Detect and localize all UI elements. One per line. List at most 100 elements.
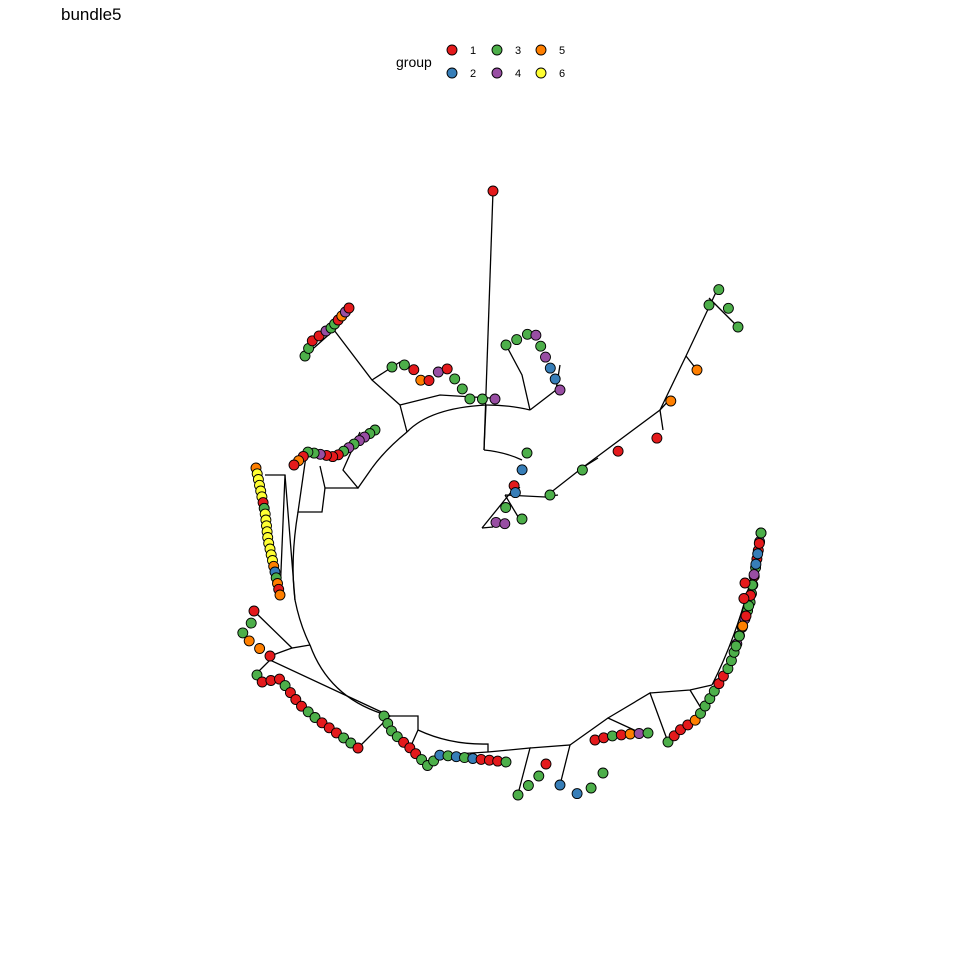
legend-title: group xyxy=(396,54,432,70)
tree-branch xyxy=(483,404,487,451)
tip-point-group-2 xyxy=(554,779,566,791)
tip-point-group-2 xyxy=(509,487,521,499)
legend-label-1: 1 xyxy=(470,45,476,57)
tip-point-group-3 xyxy=(732,321,744,333)
tip-point-group-3 xyxy=(576,464,588,476)
tree-branch xyxy=(254,659,391,717)
tip-point-group-3 xyxy=(516,513,528,525)
legend: group 1 2 3 4 5 6 xyxy=(396,44,565,80)
tip-point-group-1 xyxy=(264,650,276,662)
legend-label-2: 2 xyxy=(470,68,476,80)
tree-branch xyxy=(504,494,521,521)
tip-point-group-3 xyxy=(449,373,461,385)
tree-branch xyxy=(504,457,599,498)
legend-label-6: 6 xyxy=(559,68,565,80)
tip-point-group-5 xyxy=(243,635,255,647)
legend-label-4: 4 xyxy=(515,68,521,80)
tip-point-group-3 xyxy=(500,756,512,768)
tip-point-group-1 xyxy=(612,445,624,457)
tip-point-group-5 xyxy=(274,589,286,601)
tree-branch xyxy=(297,455,326,513)
tree-branch xyxy=(481,526,494,529)
tip-point-group-1 xyxy=(408,364,420,376)
tip-point-group-1 xyxy=(352,742,364,754)
tip-point-group-3 xyxy=(713,284,725,296)
tip-point-group-5 xyxy=(254,643,266,654)
tip-point-group-3 xyxy=(476,393,488,405)
legend-key-1 xyxy=(446,44,458,56)
tip-point-group-3 xyxy=(730,640,742,652)
tip-point-group-3 xyxy=(533,770,545,782)
legend-key-2 xyxy=(446,67,458,79)
tip-point-group-3 xyxy=(703,299,715,311)
tip-point-group-3 xyxy=(512,789,524,801)
tip-point-group-3 xyxy=(245,617,257,629)
tip-point-group-1 xyxy=(441,363,453,375)
tip-point-group-2 xyxy=(544,362,556,374)
tip-point-group-3 xyxy=(464,393,476,405)
tree-branch xyxy=(309,644,391,717)
tree-tips xyxy=(237,185,767,801)
tip-point-group-5 xyxy=(665,395,677,407)
legend-key-6 xyxy=(535,67,547,79)
tip-point-group-3 xyxy=(733,630,745,642)
tip-point-group-2 xyxy=(750,558,762,570)
tip-point-group-3 xyxy=(456,383,468,395)
tip-point-group-3 xyxy=(755,527,767,539)
tip-point-group-5 xyxy=(737,620,749,632)
plot-title: bundle5 xyxy=(61,5,122,24)
tip-point-group-3 xyxy=(511,334,523,346)
tree-branch xyxy=(294,599,311,646)
tip-point-group-1 xyxy=(753,537,765,549)
legend-label-5: 5 xyxy=(559,45,565,57)
tree-branches xyxy=(254,190,762,795)
tip-point-group-3 xyxy=(585,782,597,794)
tip-point-group-3 xyxy=(500,339,512,351)
tip-point-group-3 xyxy=(606,730,618,742)
tree-branch xyxy=(254,611,311,649)
tip-point-group-1 xyxy=(615,729,627,741)
legend-key-5 xyxy=(535,44,547,56)
tree-branch xyxy=(649,684,713,694)
tip-point-group-1 xyxy=(740,610,752,622)
tree-branch xyxy=(659,409,664,431)
tree-branch xyxy=(581,396,673,469)
tip-point-group-1 xyxy=(423,375,435,386)
tip-point-group-3 xyxy=(722,302,734,314)
tip-point-group-3 xyxy=(522,780,534,791)
tip-point-group-1 xyxy=(540,758,552,770)
tip-point-group-1 xyxy=(248,605,260,617)
tip-point-group-4 xyxy=(490,516,502,528)
tip-point-group-3 xyxy=(544,489,556,501)
tree-branch xyxy=(399,394,491,406)
tip-point-group-3 xyxy=(386,361,398,373)
tip-point-group-4 xyxy=(489,393,501,405)
tip-point-group-3 xyxy=(521,447,533,459)
tree-branch xyxy=(319,465,358,489)
legend-label-3: 3 xyxy=(515,45,521,57)
tip-point-group-1 xyxy=(288,459,300,471)
tree-branch xyxy=(406,404,487,433)
tip-point-group-1 xyxy=(651,432,663,444)
tip-point-group-2 xyxy=(571,788,583,800)
legend-key-3 xyxy=(491,44,503,56)
tree-branch xyxy=(505,344,531,411)
tip-point-group-5 xyxy=(691,364,703,376)
tip-point-group-4 xyxy=(554,384,566,396)
tip-point-group-4 xyxy=(540,351,551,363)
tip-point-group-4 xyxy=(748,569,760,581)
tip-point-group-3 xyxy=(500,502,512,513)
tip-point-group-3 xyxy=(398,359,410,371)
tree-branch xyxy=(485,404,531,411)
tip-point-group-4 xyxy=(499,518,511,530)
tip-point-group-2 xyxy=(516,464,528,476)
tip-point-group-1 xyxy=(738,593,750,604)
tip-point-group-1 xyxy=(739,577,751,589)
tip-point-group-3 xyxy=(597,767,609,779)
tip-point-group-3 xyxy=(237,627,249,639)
tree-branch xyxy=(417,729,489,752)
tip-point-group-3 xyxy=(535,340,547,352)
legend-key-4 xyxy=(491,67,503,79)
tree-branch xyxy=(390,715,419,749)
tip-point-group-1 xyxy=(343,302,355,314)
